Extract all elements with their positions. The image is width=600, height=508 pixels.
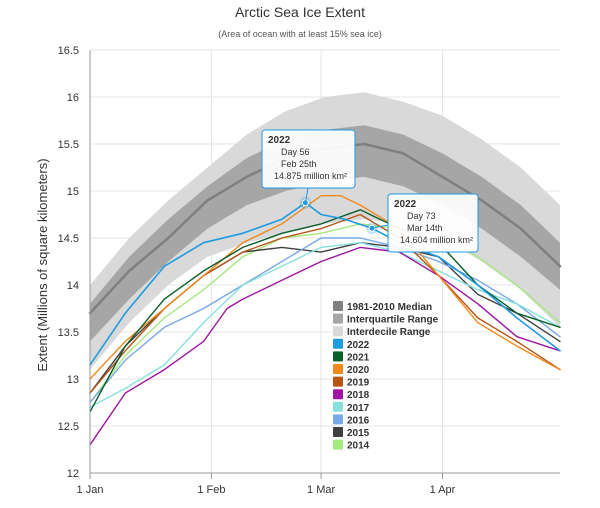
legend: 1981-2010 Median Interquartile RangeInter… — [333, 301, 439, 452]
tooltip-line3: 14.604 million km² — [400, 235, 473, 245]
series-line-2022 — [89, 202, 561, 366]
range-bands — [90, 92, 560, 370]
tooltip-line3: 14.875 million km² — [274, 171, 347, 181]
y-tick-label: 14.5 — [58, 233, 79, 245]
legend-item: 1981-2010 Median — [347, 302, 432, 313]
y-axis-label: Extent (Millions of square kilometers) — [35, 158, 50, 371]
tooltip-line2: Feb 25th — [281, 159, 317, 169]
tooltip-pointer — [371, 224, 389, 229]
band-interquartile-range — [90, 125, 560, 342]
series-line-2014 — [89, 223, 561, 404]
series-line-2016 — [89, 237, 561, 404]
legend-item: 2014 — [347, 441, 370, 452]
legend-swatch — [333, 338, 343, 349]
legend-swatch — [333, 313, 343, 324]
x-tick-label: 1 Feb — [197, 484, 225, 496]
tooltip-line1: Day 56 — [281, 147, 310, 157]
legend-item: 2015 — [347, 428, 370, 439]
legend-swatch — [333, 364, 343, 374]
legend-item: 2019 — [347, 378, 370, 389]
chart-subtitle: (Area of ocean with at least 15% sea ice… — [218, 29, 382, 39]
legend-item: 2021 — [347, 352, 370, 363]
legend-swatch — [333, 326, 343, 337]
y-tick-label: 15.5 — [58, 139, 79, 151]
legend-item: 2022 — [347, 340, 370, 351]
legend-swatch — [333, 401, 343, 412]
tooltip-title: 2022 — [268, 135, 291, 146]
x-tick-label: 1 Apr — [430, 484, 456, 496]
series-line-2021 — [89, 209, 561, 413]
legend-item: 2020 — [347, 365, 370, 376]
legend-swatch — [333, 414, 343, 425]
chart-title: Arctic Sea Ice Extent — [235, 4, 365, 20]
legend-swatch — [333, 427, 343, 437]
y-tick-label: 12.5 — [58, 421, 79, 433]
y-tick-label: 13 — [67, 374, 79, 386]
series-lines — [88, 142, 562, 446]
y-tick-label: 16.5 — [58, 45, 79, 57]
tooltip-box — [261, 129, 356, 189]
legend-swatch — [333, 376, 343, 387]
y-tick-label: 13.5 — [58, 327, 79, 339]
legend-item: Interdecile Range — [347, 327, 431, 338]
x-tick-label: 1 Mar — [307, 484, 335, 496]
tooltip-box — [387, 193, 479, 253]
tooltip-line1: Day 73 — [407, 211, 436, 221]
legend-swatch — [333, 439, 343, 450]
y-tick-label: 14 — [67, 280, 79, 292]
series-line-2017 — [89, 241, 561, 408]
y-tick-label: 15 — [67, 186, 79, 198]
tooltip-title: 2022 — [394, 199, 417, 210]
tooltip-line2: Mar 14th — [407, 223, 443, 233]
legend-item: 2016 — [347, 415, 370, 426]
y-tick-label: 16 — [67, 92, 79, 104]
axes: 12 12.5 13 13.5 14 14.5 15 15.5 16 16.5 1 Jan 1 Feb… — [58, 45, 560, 496]
series-line-2020 — [89, 194, 561, 380]
legend-item: Interquartile Range — [347, 315, 439, 326]
tooltip-pointer — [304, 187, 309, 203]
legend-swatch — [333, 301, 343, 311]
x-tick-label: 1 Jan — [77, 484, 104, 496]
legend-swatch — [333, 351, 343, 362]
y-tick-label: 12 — [67, 468, 79, 480]
legend-item: 2017 — [347, 403, 370, 414]
legend-swatch — [333, 389, 343, 400]
legend-item: 2018 — [347, 390, 370, 401]
series-line-2018 — [89, 246, 561, 446]
